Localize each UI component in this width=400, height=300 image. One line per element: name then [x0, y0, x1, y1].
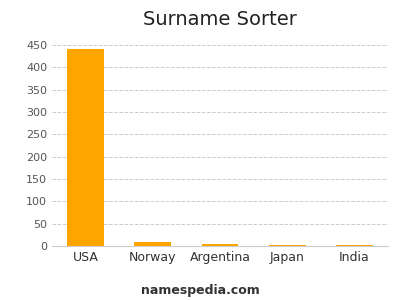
Bar: [269, 245, 306, 246]
Title: Surname Sorter: Surname Sorter: [143, 10, 297, 29]
Bar: [336, 245, 373, 246]
Text: namespedia.com: namespedia.com: [141, 284, 259, 297]
Bar: [202, 244, 238, 246]
Bar: [67, 49, 104, 246]
Bar: [134, 242, 171, 246]
